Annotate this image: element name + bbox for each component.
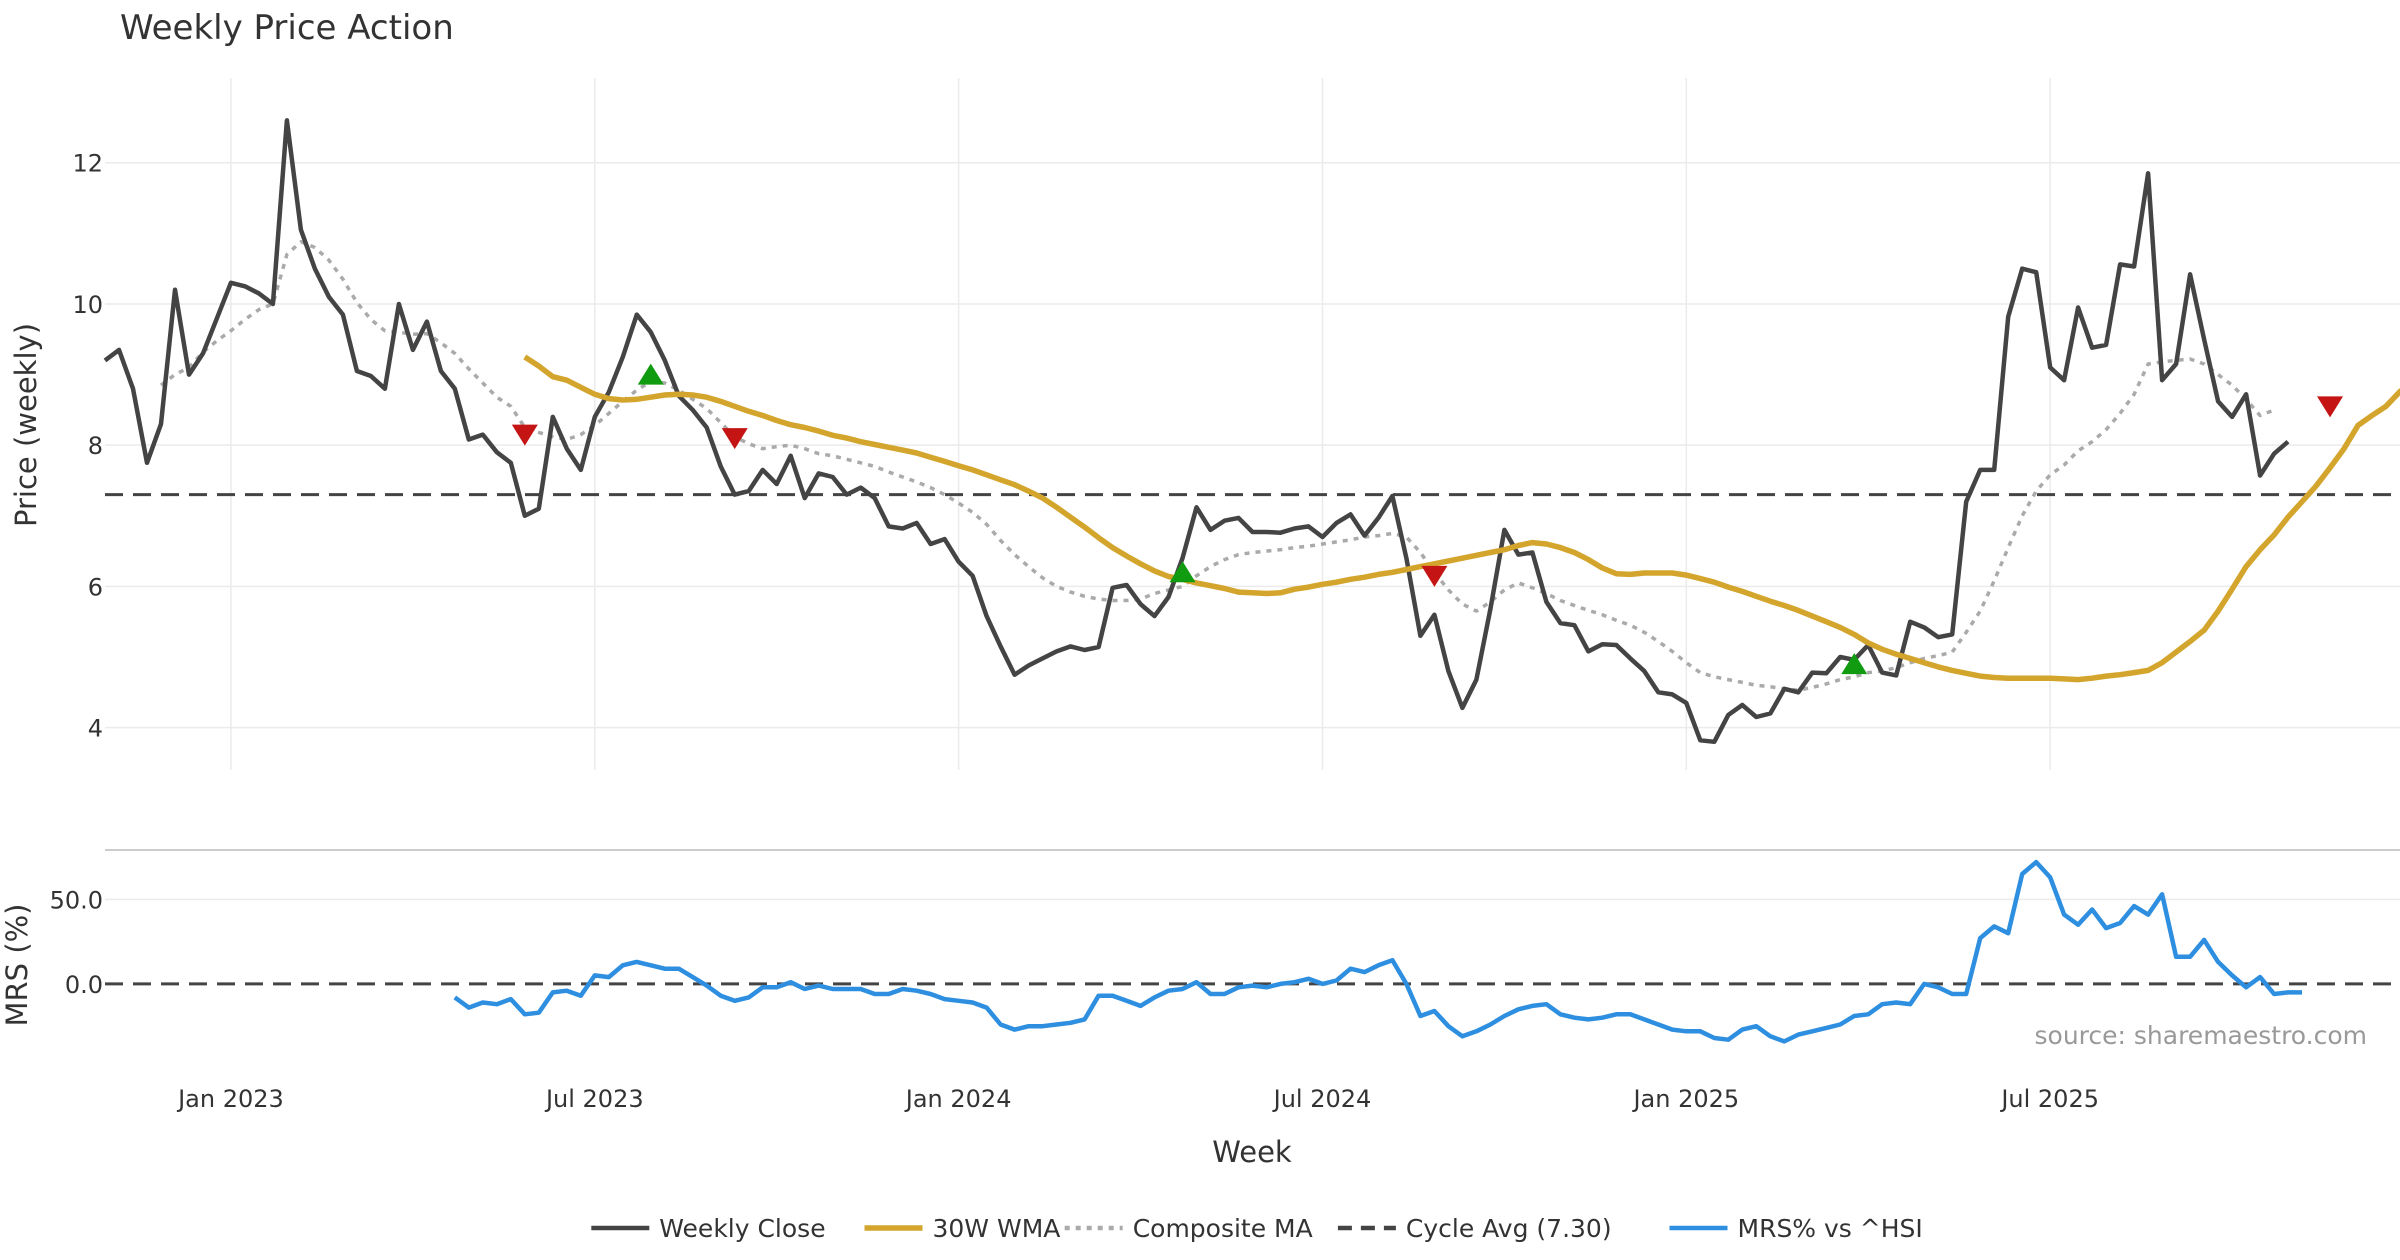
sell-signal-marker — [1421, 565, 1448, 587]
chart-title: Weekly Price Action — [120, 8, 454, 48]
legend-label-close: Weekly Close — [659, 1214, 825, 1243]
legend-label-mrs: MRS% vs ^HSI — [1738, 1214, 1923, 1243]
legend-label-composite: Composite MA — [1133, 1214, 1313, 1243]
price-y-ticks: 4 6 8 10 12 — [72, 150, 103, 743]
buy-signal-marker — [1169, 561, 1196, 583]
mrs-y-tick-label: 0.0 — [65, 971, 103, 999]
weekly-close-line — [103, 118, 2290, 745]
x-tick-label: Jan 2023 — [176, 1085, 284, 1113]
mrs-y-axis-label: MRS (%) — [0, 904, 34, 1027]
sell-signal-marker — [2317, 396, 2344, 418]
sell-signal-marker — [511, 424, 538, 446]
price-y-tick-label: 4 — [88, 715, 103, 743]
x-tick-label: Jul 2023 — [544, 1085, 644, 1113]
vertical-gridlines — [230, 78, 2051, 770]
price-y-tick-label: 8 — [88, 432, 103, 460]
composite-ma-line — [159, 240, 2275, 692]
legend-label-wma: 30W WMA — [933, 1214, 1061, 1243]
mrs-panel — [105, 859, 2400, 1044]
buy-signal-marker — [1841, 653, 1868, 675]
x-tick-label: Jan 2025 — [1631, 1085, 1739, 1113]
x-axis-ticks: Jan 2023 Jul 2023 Jan 2024 Jul 2024 Jan 2025… — [176, 1085, 2099, 1113]
x-tick-label: Jan 2024 — [904, 1085, 1012, 1113]
legend: Weekly Close 30W WMA Composite MA Cycle Avg… — [591, 1214, 1923, 1243]
price-y-tick-label: 12 — [72, 150, 103, 178]
price-y-axis-label: Price (weekly) — [9, 323, 43, 527]
price-y-tick-label: 10 — [72, 291, 103, 319]
price-panel — [103, 118, 2400, 745]
mrs-line — [453, 859, 2302, 1044]
price-y-tick-label: 6 — [88, 573, 103, 601]
legend-label-cycle: Cycle Avg (7.30) — [1406, 1214, 1612, 1243]
x-tick-label: Jul 2024 — [1272, 1085, 1372, 1113]
sell-signal-marker — [721, 428, 748, 450]
buy-signal-marker — [637, 363, 664, 385]
wma-30w-line — [523, 354, 2400, 683]
x-tick-label: Jul 2025 — [1999, 1085, 2099, 1113]
mrs-y-ticks: 0.0 50.0 — [50, 886, 103, 999]
source-annotation: source: sharemaestro.com — [2035, 1021, 2368, 1050]
mrs-y-tick-label: 50.0 — [50, 886, 103, 914]
x-axis-label: Week — [1212, 1135, 1292, 1169]
